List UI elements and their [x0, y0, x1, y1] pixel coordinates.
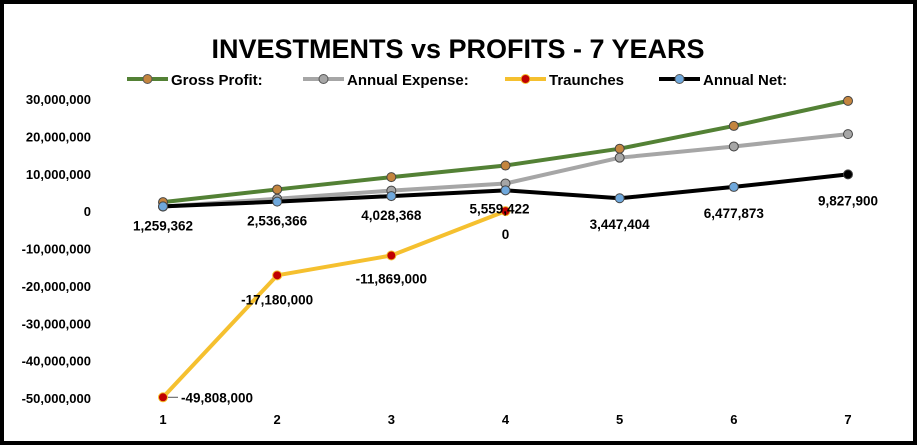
legend-swatch-marker [142, 74, 153, 84]
legend-swatch-marker [520, 74, 531, 84]
y-tick-label: -50,000,000 [22, 391, 91, 406]
data-label: 0 [502, 227, 510, 242]
data-label: -49,808,000 [181, 390, 253, 405]
y-tick-label: -30,000,000 [22, 316, 91, 331]
y-tick-label: -10,000,000 [22, 242, 91, 257]
x-tick-label: 3 [388, 412, 395, 427]
data-point [158, 201, 168, 212]
data-point [386, 172, 397, 183]
data-label: 4,028,368 [361, 208, 422, 223]
y-axis: 30,000,000 20,000,000 10,000,000 0 -10,000,0… [22, 92, 91, 406]
series-markers [158, 95, 853, 403]
legend-swatch-marker [674, 74, 685, 84]
data-point [272, 196, 283, 207]
y-tick-label: 10,000,000 [26, 167, 91, 182]
legend-label: Gross Profit: [171, 72, 263, 89]
data-point [843, 169, 853, 180]
data-point [614, 152, 625, 163]
chart-title: INVESTMENTS vs PROFITS - 7 YEARS [211, 34, 704, 64]
legend: Gross Profit: Annual Expense: Traunches Ann… [127, 72, 787, 89]
x-tick-label: 6 [730, 412, 737, 427]
data-point [158, 392, 168, 403]
data-label: 3,447,404 [590, 217, 651, 232]
data-point [614, 143, 625, 154]
x-tick-label: 7 [844, 412, 851, 427]
series-line [161, 209, 508, 400]
legend-swatch-marker [318, 74, 329, 84]
data-point [500, 160, 511, 171]
x-tick-label: 1 [159, 412, 166, 427]
data-point [728, 141, 739, 152]
y-tick-label: 20,000,000 [26, 129, 91, 144]
data-point [728, 181, 739, 192]
data-point [728, 120, 739, 131]
data-label: 6,477,873 [704, 206, 765, 221]
legend-label: Annual Net: [703, 72, 787, 89]
data-label: -11,869,000 [356, 271, 427, 286]
data-label: 1,259,362 [133, 218, 193, 233]
y-tick-label: -40,000,000 [22, 354, 91, 369]
x-tick-label: 2 [274, 412, 281, 427]
data-label: -17,180,000 [241, 292, 313, 307]
data-labels: 1,259,362 2,536,366 4,028,368 5,559,422 3,44… [133, 193, 878, 405]
data-point [843, 95, 853, 106]
y-tick-label: -20,000,000 [22, 279, 91, 294]
legend-label: Annual Expense: [347, 72, 469, 89]
legend-label: Traunches [549, 72, 624, 89]
x-tick-label: 4 [502, 412, 510, 427]
x-tick-label: 5 [616, 412, 623, 427]
y-tick-label: 30,000,000 [26, 92, 91, 107]
data-point [500, 206, 511, 217]
data-point [272, 184, 283, 195]
series-lines [161, 98, 850, 400]
data-label: 9,827,900 [818, 193, 878, 208]
legend-item: Annual Net: [659, 72, 787, 89]
data-point [500, 185, 511, 196]
data-point [614, 193, 625, 204]
data-point [272, 270, 283, 281]
data-point [386, 191, 397, 202]
data-label: 5,559,422 [469, 201, 529, 216]
data-point [843, 129, 853, 140]
data-point [386, 250, 397, 261]
legend-item: Gross Profit: [127, 72, 263, 89]
data-label: 2,536,366 [247, 214, 308, 229]
legend-item: Annual Expense: [303, 72, 469, 89]
x-axis: 1 2 3 4 5 6 7 [159, 412, 851, 427]
legend-item: Traunches [505, 72, 624, 89]
y-tick-label: 0 [84, 204, 91, 219]
